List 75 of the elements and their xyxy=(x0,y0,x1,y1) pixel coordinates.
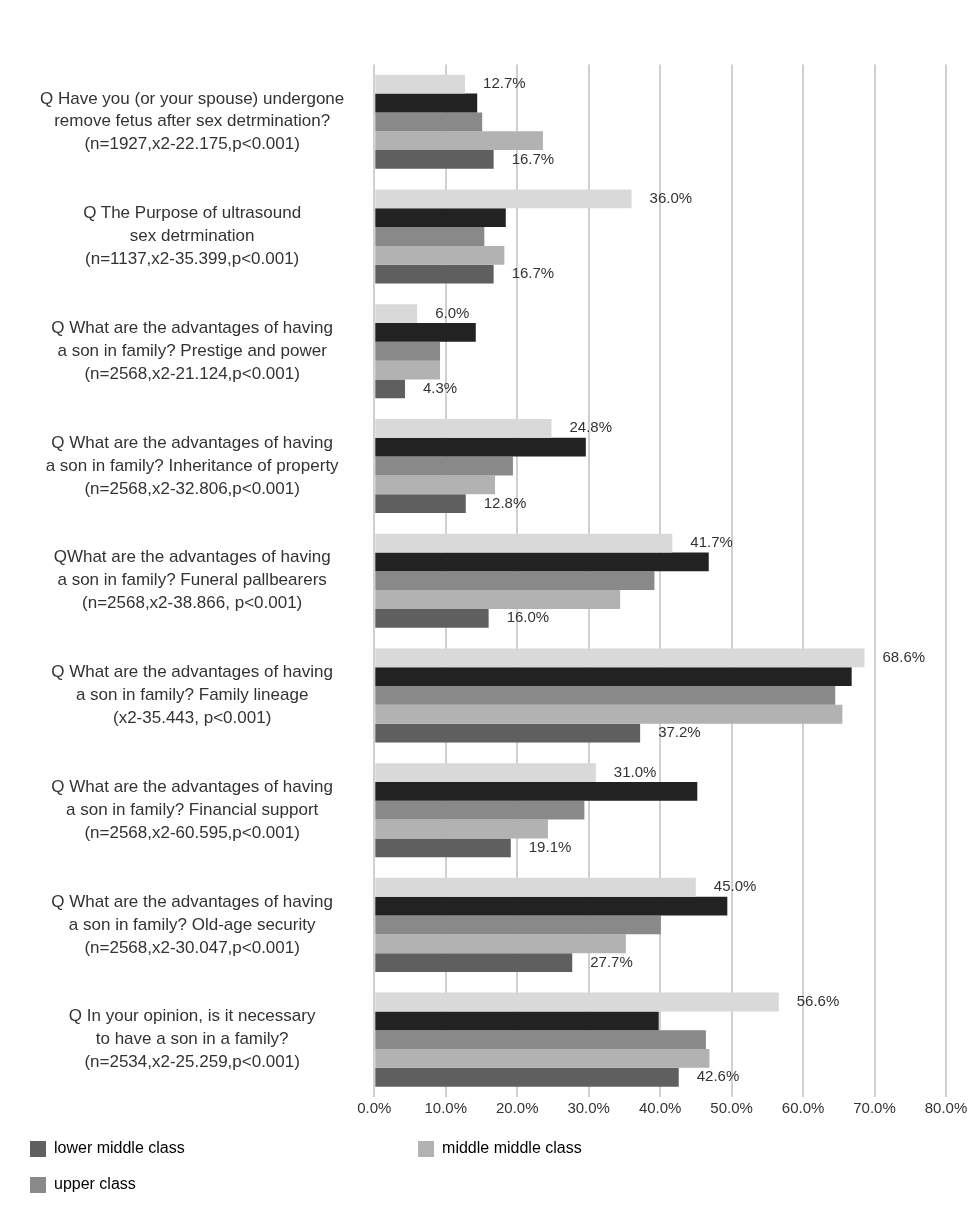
bar xyxy=(375,494,466,514)
x-tick-label: 70.0% xyxy=(853,1099,896,1117)
x-tick-label: 80.0% xyxy=(924,1099,968,1117)
data-label: 19.1% xyxy=(528,837,572,855)
y-tick-label: Q What are the advantages of having a son in family? Prestige and power (n=2568,x2-21.124,p<0.001) xyxy=(51,317,333,383)
bar xyxy=(375,93,478,113)
bar xyxy=(375,1049,710,1068)
x-tick-label: 0.0% xyxy=(357,1099,392,1117)
data-label: 16.0% xyxy=(506,608,550,626)
legend-label: middle middle class xyxy=(442,1139,796,1157)
y-tick-label: Q What are the advantages of having a son in family? Family lineage (x2-35.443, p<0.001) xyxy=(51,662,333,728)
data-label: 45.0% xyxy=(713,877,757,895)
data-label: 24.8% xyxy=(569,418,613,436)
bar xyxy=(375,608,489,628)
y-tick-label: Q The Purpose of ultrasound sex detrmination (n=1137,x2-35.399,p<0.001) xyxy=(83,203,302,269)
data-label: 42.6% xyxy=(696,1067,740,1085)
data-label: 56.6% xyxy=(796,992,840,1010)
data-label: 36.0% xyxy=(649,189,693,207)
bar xyxy=(375,552,709,572)
bar xyxy=(375,1030,706,1050)
bar xyxy=(375,953,573,972)
bar xyxy=(375,1011,659,1031)
bar xyxy=(375,590,621,609)
bar xyxy=(375,360,441,380)
x-tick-label: 20.0% xyxy=(495,1099,539,1117)
y-tick-label: Q In your opinion, is it necessary to have a son in a family? (n=2534,x2-25.259,p<0.001) xyxy=(68,1006,316,1072)
data-label: 12.8% xyxy=(483,493,527,511)
data-label: 27.7% xyxy=(590,952,633,970)
bar xyxy=(375,686,836,705)
y-tick-label: Q What are the advantages of having a son in family? Inheritance of property (n=2568,x2-32.806,p<0.001) xyxy=(45,432,340,498)
bar xyxy=(375,704,843,724)
bar xyxy=(375,112,483,132)
bar xyxy=(375,571,655,591)
bar xyxy=(375,208,506,228)
bar xyxy=(375,1067,679,1087)
data-label: 12.7% xyxy=(483,74,526,92)
bar xyxy=(375,323,476,342)
bar xyxy=(375,475,496,495)
x-tick-label: 50.0% xyxy=(710,1099,753,1117)
bar xyxy=(375,800,585,820)
bar xyxy=(375,150,494,169)
bar xyxy=(375,915,661,935)
bar xyxy=(375,723,641,743)
bar xyxy=(375,896,728,916)
bar xyxy=(375,379,406,399)
legend-label: upper class xyxy=(54,1175,350,1193)
data-label: 37.2% xyxy=(658,723,701,741)
bar xyxy=(375,437,586,457)
y-tick-label: Q Have you (or your spouse) undergone remove fetus after sex detrmination? (n=1927,x2-22.175,p<0.001) xyxy=(39,88,345,154)
bar xyxy=(375,131,543,151)
bar xyxy=(375,341,441,361)
y-tick-label: Q What are the advantages of having a son in family? Financial support (n=2568,x2-60.595,p<0.001) xyxy=(51,776,333,842)
data-label: 41.7% xyxy=(690,533,733,551)
x-tick-label: 40.0% xyxy=(638,1099,682,1117)
bar xyxy=(375,838,511,858)
bar xyxy=(375,667,852,687)
bar xyxy=(375,264,494,284)
data-label: 4.3% xyxy=(423,379,458,397)
data-label: 31.0% xyxy=(613,762,657,780)
data-label: 16.7% xyxy=(511,149,555,167)
data-label: 16.7% xyxy=(511,264,555,282)
x-tick-label: 30.0% xyxy=(567,1099,610,1117)
bar xyxy=(375,245,505,265)
bar xyxy=(375,819,548,839)
bar xyxy=(375,781,698,801)
data-label: 68.6% xyxy=(882,647,926,665)
x-tick-label: 60.0% xyxy=(781,1099,825,1117)
x-tick-label: 10.0% xyxy=(424,1099,468,1117)
bar xyxy=(375,227,485,246)
legend-label: lower middle class xyxy=(54,1139,399,1157)
y-tick-label: Q What are the advantages of having a son in family? Old-age security (n=2568,x2-30.047,p<0.001) xyxy=(51,891,333,957)
bar xyxy=(375,934,626,954)
data-label: 6.0% xyxy=(435,303,470,321)
bar xyxy=(375,456,513,476)
y-tick-label: QWhat are the advantages of having a son in family? Funeral pallbearers (n=2568,x2-38.866, p<0.001) xyxy=(53,547,331,613)
